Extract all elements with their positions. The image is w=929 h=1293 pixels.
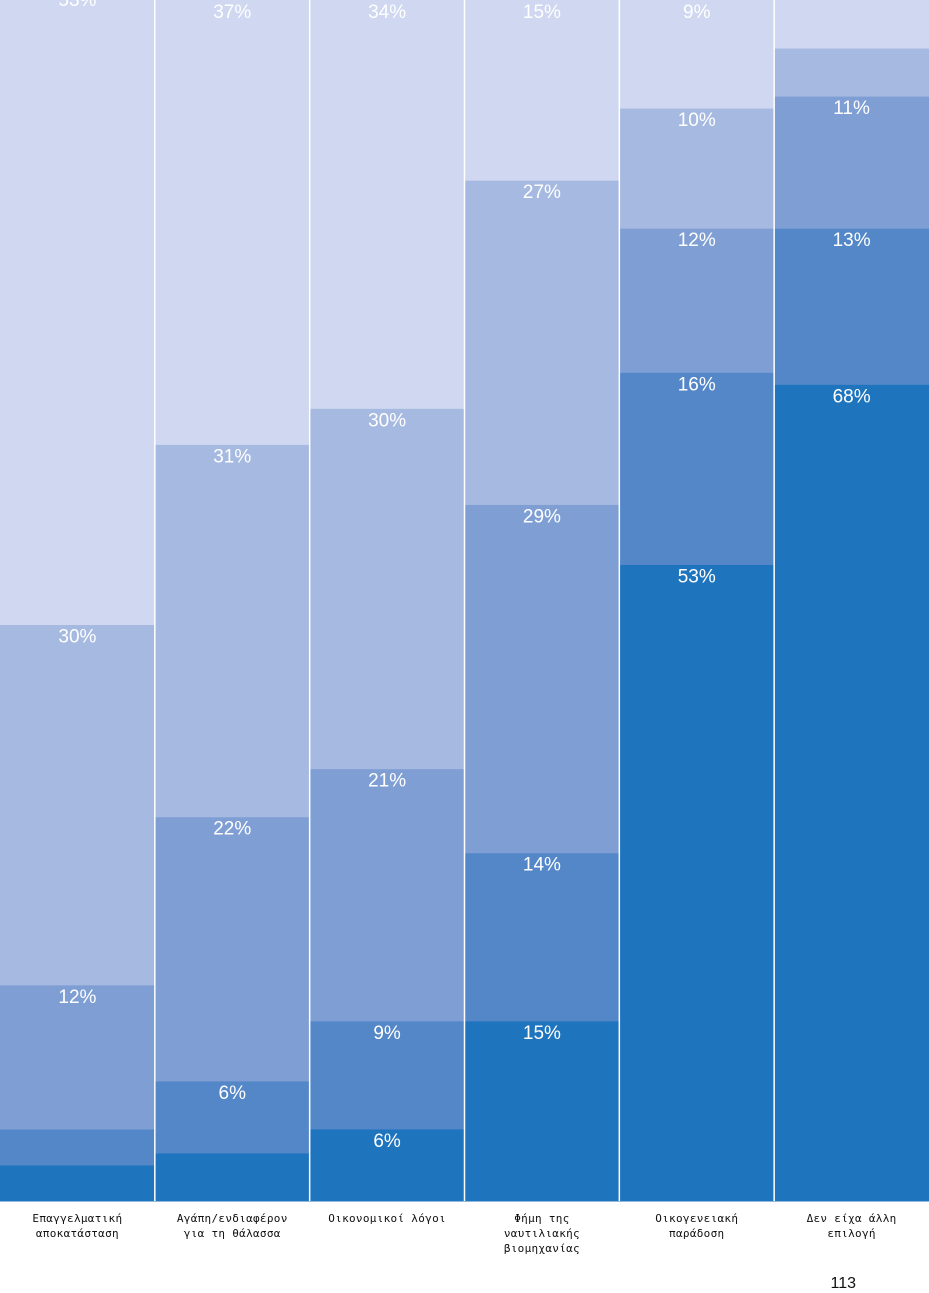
bar-segment	[619, 564, 775, 1202]
bar-segment	[619, 108, 775, 229]
bar-segment	[464, 180, 620, 505]
bar-segment	[309, 1128, 465, 1202]
data-label: 9%	[373, 1023, 401, 1044]
category-label: Οικονομικοί λόγοι	[328, 1212, 446, 1225]
bar-segment	[309, 1020, 465, 1130]
bar-segment	[154, 1080, 310, 1154]
bar-segment	[154, 444, 310, 818]
category-label: Επαγγελματική αποκατάσταση	[32, 1212, 122, 1240]
bar-segment	[774, 48, 929, 97]
category-label: Οικογενειακή παράδοση	[655, 1212, 738, 1240]
data-label: 30%	[368, 410, 406, 431]
page-number: 113	[830, 1275, 856, 1292]
data-label: 10%	[678, 110, 716, 131]
bar-segment	[154, 1152, 310, 1202]
data-label: 11%	[833, 98, 870, 119]
data-label: 6%	[373, 1131, 401, 1152]
bar-segment	[0, 624, 155, 986]
bar-segment	[154, 816, 310, 1082]
data-label: 30%	[58, 627, 96, 648]
bar-segment	[309, 768, 465, 1022]
bar-segment	[0, 0, 155, 626]
data-label: 27%	[523, 182, 561, 203]
data-label: 13%	[833, 230, 871, 251]
bar-segment	[464, 504, 620, 854]
bar-segment	[0, 1128, 155, 1166]
category-label: Φήμη της ναυτιλιακής βιομηχανίας	[504, 1212, 580, 1255]
bar-segment	[0, 1164, 155, 1202]
data-label: 15%	[523, 2, 561, 23]
data-label: 14%	[523, 855, 561, 876]
bar-segment	[154, 0, 310, 445]
category-label: Αγάπη/ενδιαφέρον για τη θάλασσα	[177, 1212, 288, 1240]
bar-segment	[464, 852, 620, 1022]
bar-segment	[619, 228, 775, 373]
data-label: 12%	[678, 230, 716, 251]
data-label: 22%	[213, 819, 251, 840]
data-label: 37%	[213, 2, 251, 23]
data-label: 29%	[523, 506, 561, 527]
bar-segment	[309, 0, 465, 409]
data-label: 15%	[523, 1023, 561, 1044]
bar-segment	[774, 384, 929, 1202]
data-label: 34%	[368, 2, 406, 23]
data-label: 53%	[678, 566, 716, 587]
bar-segment	[619, 0, 775, 109]
bar-segment	[309, 408, 465, 770]
data-label: 16%	[678, 374, 716, 395]
data-label: 68%	[833, 386, 871, 407]
bar-segment	[464, 0, 620, 181]
data-label: 21%	[368, 771, 406, 792]
bar-segment	[0, 984, 155, 1130]
bar-segment	[464, 1020, 620, 1202]
bar-segment	[774, 228, 929, 385]
bar-segment	[774, 96, 929, 229]
data-label: 53%	[58, 0, 96, 11]
bar-segment	[774, 0, 929, 49]
data-label: 9%	[683, 2, 711, 23]
bar-segment	[619, 372, 775, 565]
data-label: 6%	[219, 1083, 247, 1104]
category-label: Δεν είχα άλλη επιλογή	[807, 1212, 897, 1240]
data-label: 12%	[58, 987, 96, 1008]
data-label: 31%	[213, 446, 251, 467]
